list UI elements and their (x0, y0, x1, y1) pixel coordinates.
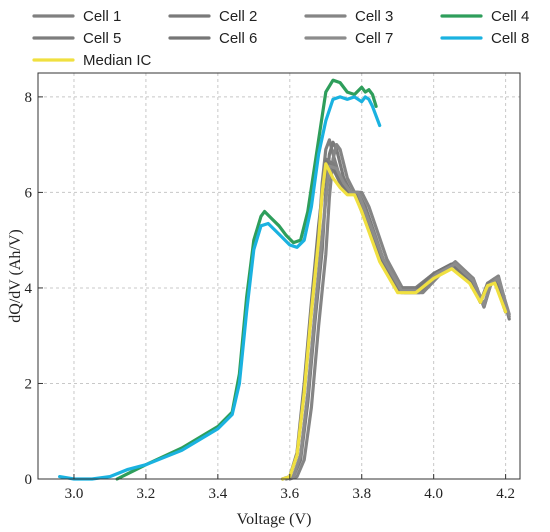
series-line-cell-4 (115, 78, 378, 481)
series-line-median-ic (281, 162, 508, 481)
legend-item-cell-6: Cell 6 (168, 30, 257, 47)
y-tick-label: 0 (25, 472, 33, 488)
legend-label: Median IC (83, 52, 152, 69)
y-tick-label: 2 (25, 376, 33, 392)
legend-label: Cell 5 (83, 30, 121, 47)
y-axis-label: dQ/dV (Ah/V) (7, 229, 24, 322)
grid (38, 73, 520, 480)
legend-item-median-ic: Median IC (32, 52, 152, 69)
y-tick-label: 6 (25, 185, 33, 201)
x-tick-label: 3.6 (280, 486, 299, 502)
legend-item-cell-3: Cell 3 (304, 8, 393, 25)
x-tick-label: 4.2 (496, 486, 515, 502)
legend-item-cell-2: Cell 2 (168, 8, 257, 25)
x-axis: 3.0 3.2 3.4 3.6 3.8 4.0 4.2 (65, 474, 515, 502)
series-layer (58, 78, 511, 481)
legend-label: Cell 1 (83, 8, 121, 25)
legend-label: Cell 6 (219, 30, 257, 47)
x-axis-label: Voltage (V) (237, 511, 312, 528)
legend-label: Cell 7 (355, 30, 393, 47)
y-axis: 0 2 4 6 8 (25, 90, 43, 488)
legend-item-cell-4: Cell 4 (440, 8, 529, 25)
x-tick-label: 3.2 (137, 486, 156, 502)
legend-item-cell-5: Cell 5 (32, 30, 121, 47)
legend-item-cell-8: Cell 8 (440, 30, 529, 47)
legend-item-cell-1: Cell 1 (32, 8, 121, 25)
legend: Cell 1 Cell 2 Cell 3 Cell 4 Cell 5 Cell 6 Cell… (32, 8, 529, 69)
x-tick-label: 3.0 (65, 486, 84, 502)
legend-label: Cell 2 (219, 8, 257, 25)
x-tick-label: 4.0 (424, 486, 443, 502)
y-tick-label: 4 (25, 281, 33, 297)
series-line-cell-7 (284, 164, 511, 481)
legend-label: Cell 4 (491, 8, 529, 25)
series-line-cell-8 (58, 95, 382, 481)
x-tick-label: 3.4 (208, 486, 227, 502)
y-tick-label: 8 (25, 90, 33, 106)
legend-label: Cell 8 (491, 30, 529, 47)
legend-item-cell-7: Cell 7 (304, 30, 393, 47)
x-tick-label: 3.8 (352, 486, 371, 502)
plot-frame (37, 72, 521, 480)
legend-label: Cell 3 (355, 8, 393, 25)
